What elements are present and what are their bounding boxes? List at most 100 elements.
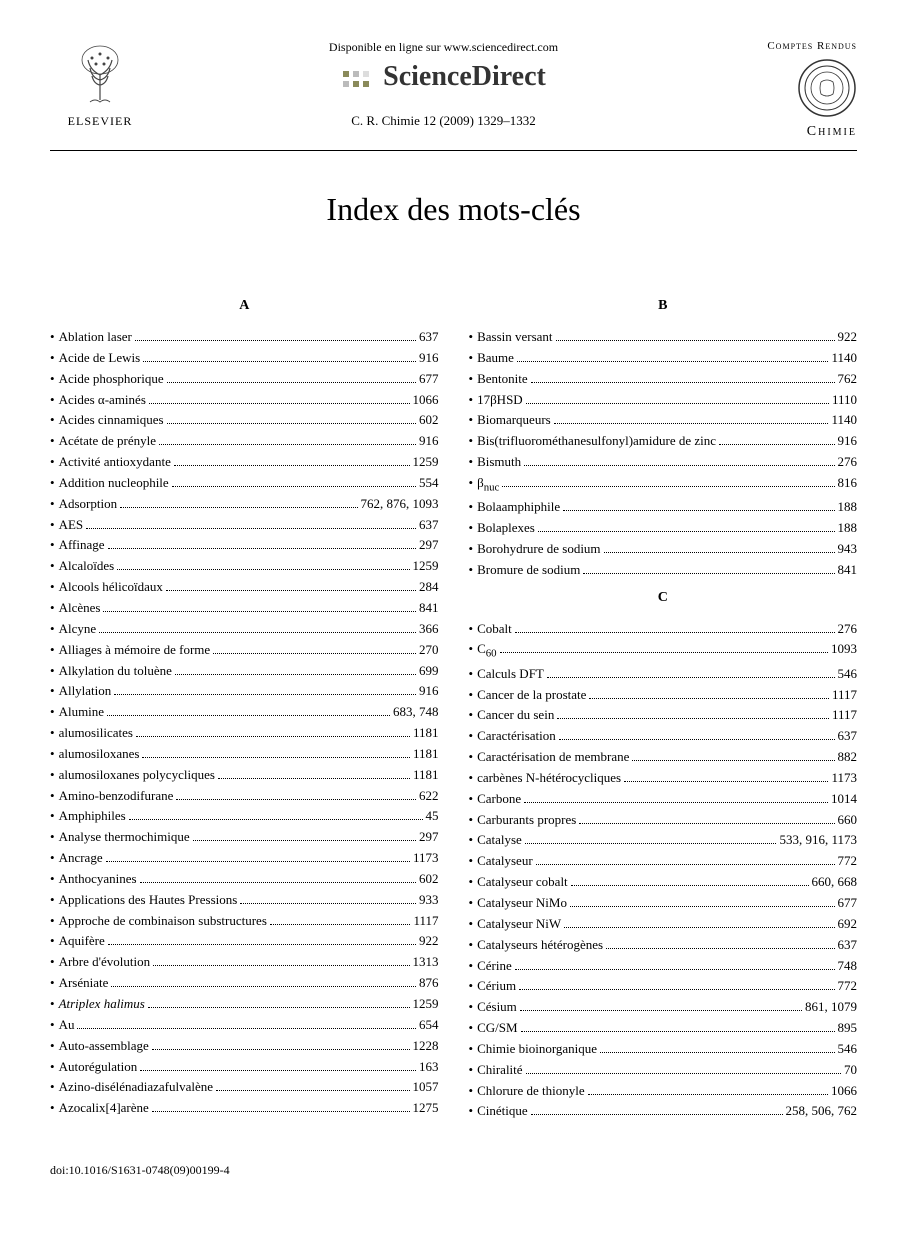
bullet-icon: • (50, 703, 55, 722)
index-entry: •carbènes N-hétérocycliques1173 (469, 769, 858, 788)
index-entry: •Adsorption762, 876, 1093 (50, 495, 439, 514)
index-entry: •Azocalix[4]arène 1275 (50, 1099, 439, 1118)
page-header: ELSEVIER Disponible en ligne sur www.sci… (50, 40, 857, 140)
bullet-icon: • (469, 474, 474, 493)
leader-dots (106, 861, 410, 862)
index-entry: •Bolaplexes188 (469, 519, 858, 538)
leader-dots (140, 1070, 416, 1071)
bullet-icon: • (469, 561, 474, 580)
bullet-icon: • (469, 894, 474, 913)
leader-dots (547, 677, 835, 678)
bullet-icon: • (469, 498, 474, 517)
index-term: 17βHSD (477, 391, 523, 410)
index-entry: •Azino-disélénadiazafulvalène1057 (50, 1078, 439, 1097)
index-page: 554 (419, 474, 439, 493)
bullet-icon: • (50, 662, 55, 681)
leader-dots (502, 486, 834, 487)
entries-c: •Cobalt276•C601093•Calculs DFT546•Cancer… (469, 620, 858, 1122)
bullet-icon: • (50, 912, 55, 931)
index-entry: •Cérine748 (469, 957, 858, 976)
index-term: Addition nucleophile (59, 474, 169, 493)
bullet-icon: • (50, 1099, 55, 1118)
index-page: 1181 (413, 766, 439, 785)
index-term: Alliages à mémoire de forme (59, 641, 211, 660)
bullet-icon: • (50, 682, 55, 701)
index-page: 258, 506, 762 (786, 1102, 858, 1121)
bullet-icon: • (50, 849, 55, 868)
leader-dots (270, 924, 411, 925)
index-page: 1173 (831, 769, 857, 788)
index-term: Arséniate (59, 974, 109, 993)
index-entry: •Arbre d'évolution1313 (50, 953, 439, 972)
index-term: Aquifère (59, 932, 105, 951)
index-term: Bolaamphiphile (477, 498, 560, 517)
index-term: Cobalt (477, 620, 512, 639)
section-letter-a: A (50, 298, 439, 314)
bullet-icon: • (469, 706, 474, 725)
index-term: Borohydrure de sodium (477, 540, 600, 559)
index-page: 1259 (413, 453, 439, 472)
index-page: 1117 (832, 706, 857, 725)
index-term: Anthocyanines (59, 870, 137, 889)
index-term: Chiralité (477, 1061, 523, 1080)
bullet-icon: • (50, 432, 55, 451)
index-term: Arbre d'évolution (59, 953, 151, 972)
index-page: 637 (838, 936, 858, 955)
index-page: 1181 (413, 724, 439, 743)
index-entry: •17βHSD1110 (469, 391, 858, 410)
bullet-icon: • (50, 766, 55, 785)
index-term: Césium (477, 998, 517, 1017)
index-entry: •Catalyseur772 (469, 852, 858, 871)
bullet-icon: • (469, 349, 474, 368)
index-page: 1275 (413, 1099, 439, 1118)
leader-dots (524, 802, 828, 803)
index-entry: •Acide de Lewis916 (50, 349, 439, 368)
leader-dots (515, 969, 835, 970)
index-term: Catalyseur cobalt (477, 873, 568, 892)
index-entry: •Autorégulation163 (50, 1058, 439, 1077)
leader-dots (600, 1052, 834, 1053)
leader-dots (114, 694, 416, 695)
index-term: Atriplex halimus (59, 995, 145, 1014)
bullet-icon: • (50, 995, 55, 1014)
index-term: Bentonite (477, 370, 528, 389)
online-availability-text: Disponible en ligne sur www.sciencedirec… (150, 40, 737, 55)
leader-dots (159, 444, 416, 445)
bullet-icon: • (469, 1019, 474, 1038)
index-page: 692 (838, 915, 858, 934)
index-page: 297 (419, 828, 439, 847)
bullet-icon: • (469, 453, 474, 472)
index-entry: •Aquifère922 (50, 932, 439, 951)
index-page: 1173 (413, 849, 439, 868)
index-term: Catalyseur NiMo (477, 894, 567, 913)
index-entry: •Bis(trifluorométhanesulfonyl)amidure de… (469, 432, 858, 451)
index-term: Allylation (59, 682, 112, 701)
bullet-icon: • (50, 891, 55, 910)
journal-seal-icon (737, 58, 857, 118)
index-page: 602 (419, 870, 439, 889)
leader-dots (515, 632, 835, 633)
leader-dots (216, 1090, 409, 1091)
index-entry: •Bolaamphiphile188 (469, 498, 858, 517)
leader-dots (589, 698, 829, 699)
index-entry: •Bromure de sodium841 (469, 561, 858, 580)
bullet-icon: • (50, 745, 55, 764)
index-term: Azocalix[4]arène (59, 1099, 149, 1118)
journal-name-text: Chimie (737, 124, 857, 140)
leader-dots (143, 361, 416, 362)
index-entry: •Atriplex halimus1259 (50, 995, 439, 1014)
index-entry: •AES637 (50, 516, 439, 535)
bullet-icon: • (50, 1037, 55, 1056)
index-entry: •Catalyseur NiMo677 (469, 894, 858, 913)
index-page: 916 (419, 432, 439, 451)
leader-dots (142, 757, 410, 758)
leader-dots (108, 548, 416, 549)
bullet-icon: • (469, 957, 474, 976)
leader-dots (172, 486, 416, 487)
index-term: Auto-assemblage (59, 1037, 149, 1056)
index-page: 637 (419, 328, 439, 347)
index-term: Acide de Lewis (59, 349, 141, 368)
index-entry: •Catalyseurs hétérogènes637 (469, 936, 858, 955)
index-page: 270 (419, 641, 439, 660)
leader-dots (153, 965, 409, 966)
